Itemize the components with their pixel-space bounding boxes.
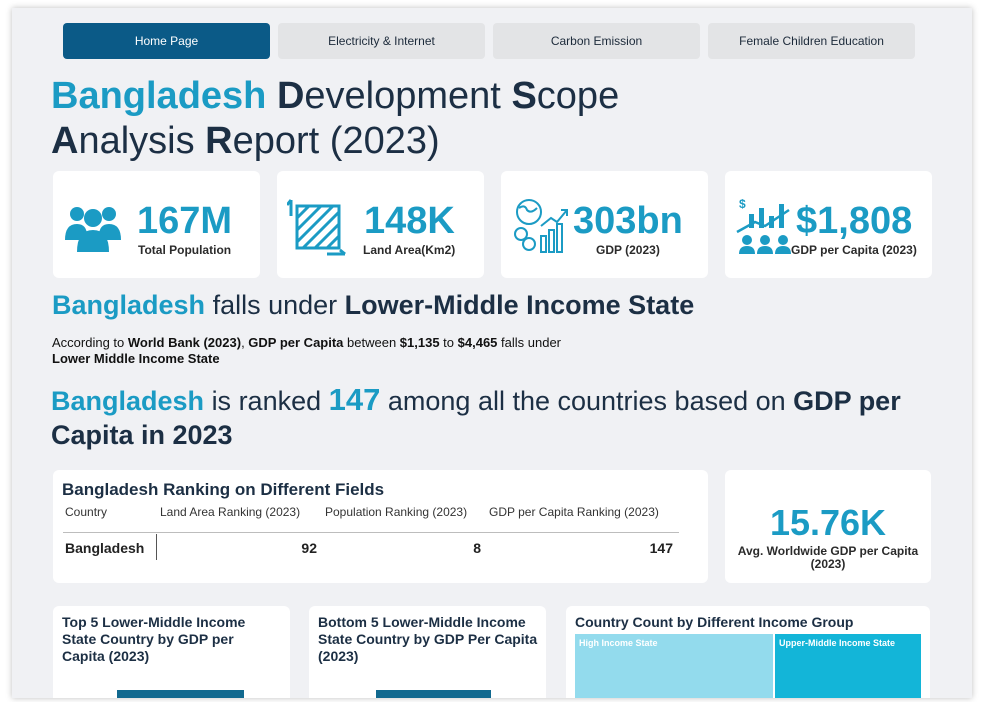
avg-gdp-value: 15.76K	[769, 502, 887, 543]
ranking-number: 147	[328, 382, 381, 417]
bottom5-chart-card: Bottom 5 Lower-Middle Income State Count…	[309, 606, 546, 698]
para-source: World Bank (2023)	[127, 335, 242, 350]
title-initial-s: S	[511, 75, 537, 117]
tab-electricity-internet[interactable]: Electricity & Internet	[278, 23, 485, 59]
income-state-value: Lower-Middle Income State	[344, 290, 695, 320]
para-state: Lower Middle Income State	[52, 351, 220, 366]
table-header-population[interactable]: Population Ranking (2023)	[325, 505, 468, 519]
top5-chart-title: Top 5 Lower-Middle Income State Country …	[62, 614, 246, 664]
para-metric: GDP per Capita	[248, 335, 344, 350]
para-high: $4,465	[457, 335, 498, 350]
land-area-icon	[287, 199, 346, 256]
tab-female-children-education[interactable]: Female Children Education	[708, 23, 915, 59]
kpi-label-gdp: GDP (2023)	[596, 243, 660, 257]
kpi-label-gdp-per-capita: GDP per Capita (2023)	[791, 243, 917, 257]
title-word-report: eport (2023)	[232, 120, 440, 162]
top5-chart-card: Top 5 Lower-Middle Income State Country …	[53, 606, 290, 698]
kpi-card-gdp-per-capita: $ $1,808 GDP per Capita (2023)	[725, 171, 932, 278]
avg-gdp-label: Avg. Worldwide GDP per Capita (2023)	[737, 544, 919, 571]
income-state-text: falls under	[212, 290, 338, 320]
income-group-chart-title: Country Count by Different Income Group	[575, 614, 854, 630]
title-word-development: evelopment	[304, 75, 501, 117]
title-word-analysis: nalysis	[78, 120, 195, 162]
title-initial-r: R	[205, 120, 233, 162]
ranking-text-1: is ranked	[211, 386, 322, 416]
income-state-heading: Bangladesh falls under Lower-Middle Inco…	[52, 290, 694, 321]
report-canvas: Home Page Electricity & Internet Carbon …	[12, 8, 972, 698]
kpi-value-gdp-per-capita: $1,808	[796, 200, 913, 242]
para-text-4: to	[439, 335, 458, 350]
bottom5-bar[interactable]	[376, 690, 491, 698]
treemap-high-income[interactable]: High Income State	[575, 634, 773, 698]
para-low: $1,135	[399, 335, 440, 350]
people-icon	[65, 207, 121, 252]
table-header-gdp-per-capita[interactable]: GDP per Capita Ranking (2023)	[489, 505, 659, 519]
kpi-card-population: 167M Total Population	[53, 171, 260, 278]
kpi-card-land-area: 148K Land Area(Km2)	[277, 171, 484, 278]
gdp-growth-icon: $	[736, 197, 791, 254]
title-word-scope: cope	[536, 75, 620, 117]
gdp-globe-icon	[514, 199, 568, 253]
page-title: Bangladesh Development Scope Analysis Re…	[51, 74, 619, 164]
ranking-statement: Bangladesh is ranked 147 among all the c…	[51, 383, 931, 452]
kpi-value-population: 167M	[137, 200, 233, 242]
kpi-value-gdp: 303bn	[573, 200, 683, 242]
ranking-basis: GDP per Capita in 2023	[51, 386, 901, 450]
treemap-upper-middle-income[interactable]: Upper-Middle Income State	[775, 634, 921, 698]
para-text-1: According to	[52, 335, 128, 350]
avg-gdp-card: 15.76K Avg. Worldwide GDP per Capita (20…	[725, 470, 931, 583]
table-cell-country: Bangladesh	[65, 540, 145, 556]
top5-bar[interactable]	[117, 690, 244, 698]
para-text-3: between	[343, 335, 400, 350]
table-cell-population: 8	[473, 540, 481, 556]
bottom5-chart-title: Bottom 5 Lower-Middle Income State Count…	[318, 614, 538, 664]
para-text-2: ,	[241, 335, 249, 350]
ranking-country: Bangladesh	[51, 386, 205, 416]
tab-home-page[interactable]: Home Page	[63, 23, 270, 59]
title-initial-a: A	[51, 120, 79, 162]
svg-text:$: $	[739, 197, 746, 211]
income-group-chart-card: Country Count by Different Income Group …	[566, 606, 930, 698]
ranking-table-card: Bangladesh Ranking on Different Fields C…	[53, 470, 708, 583]
table-divider	[63, 532, 679, 533]
kpi-label-land-area: Land Area(Km2)	[363, 243, 456, 257]
title-initial-d: D	[276, 75, 305, 117]
table-cell-land-area: 92	[301, 540, 317, 556]
para-text-5: falls under	[497, 335, 561, 350]
table-header-country[interactable]: Country	[65, 505, 108, 519]
income-state-country: Bangladesh	[52, 290, 206, 320]
kpi-value-land-area: 148K	[364, 200, 455, 242]
ranking-table-title: Bangladesh Ranking on Different Fields	[62, 480, 385, 499]
ranking-text-2: among all the countries based on	[387, 386, 786, 416]
table-column-divider	[156, 534, 157, 560]
kpi-card-gdp: 303bn GDP (2023)	[501, 171, 708, 278]
income-state-description: According to World Bank (2023), GDP per …	[52, 335, 632, 367]
table-cell-gdp-per-capita: 147	[649, 540, 673, 556]
table-header-land-area[interactable]: Land Area Ranking (2023)	[160, 505, 301, 519]
kpi-label-population: Total Population	[138, 243, 232, 257]
title-country: Bangladesh	[51, 75, 267, 117]
tab-carbon-emission[interactable]: Carbon Emission	[493, 23, 700, 59]
